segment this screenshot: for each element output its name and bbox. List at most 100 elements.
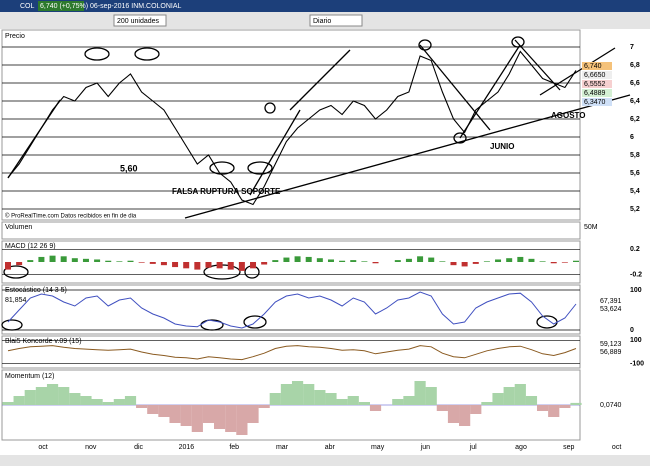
x-tick-label: may (371, 444, 385, 451)
macd-bar (60, 256, 67, 262)
price-label: 6,740 (584, 63, 602, 70)
momentum-bar (447, 405, 460, 423)
momentum-bar (336, 399, 348, 405)
macd-bar (417, 256, 424, 262)
units-select[interactable] (113, 14, 167, 27)
price-tag (582, 62, 612, 70)
momentum-bar (2, 402, 14, 405)
annotation: FALSA RUPTURA SOPORTE (172, 187, 281, 196)
macd-bar (495, 259, 502, 262)
x-tick-label: jun (420, 444, 430, 451)
y-tick-label: 6,6 (630, 80, 640, 87)
instrument: 06-sep-2016 INM.COLONIAL (90, 3, 182, 10)
momentum-bar (514, 384, 526, 405)
stochastic-panel (1, 284, 581, 335)
macd-bar (105, 260, 112, 262)
momentum-bar (559, 405, 571, 408)
momentum-bar (69, 393, 81, 405)
macd-bar (49, 255, 56, 262)
y-tick-label: 0.2 (630, 246, 640, 253)
macd-bar (372, 262, 379, 264)
y-tick-label: -0.2 (630, 272, 642, 279)
series-line (7, 291, 577, 329)
period-select[interactable] (309, 14, 363, 27)
period: Diario (313, 18, 331, 25)
momentum-bar (247, 405, 259, 423)
momentum-bar (24, 390, 36, 405)
panel-title: Momentum (12) (5, 373, 54, 380)
x-tick-label: 2016 (179, 444, 195, 451)
macd-bar (16, 262, 23, 266)
momentum-bar (536, 405, 549, 411)
y-tick-label: -100 (630, 361, 644, 368)
momentum-bar (180, 405, 192, 426)
momentum-bar (470, 405, 482, 414)
x-tick-label: feb (229, 444, 239, 451)
momentum-bar (58, 387, 70, 405)
macd-bar (450, 262, 457, 266)
macd-bar (327, 259, 334, 262)
y-tick-label: 100 (630, 287, 642, 294)
macd-bar (528, 258, 535, 262)
momentum-bar (414, 381, 426, 405)
y-tick-label: 5,2 (630, 206, 640, 213)
momentum-bar (225, 405, 237, 432)
momentum-bar (13, 396, 25, 405)
momentum-bar (102, 402, 114, 405)
y-tick-label: 100 (630, 337, 642, 344)
macd-bar (205, 262, 212, 268)
momentum-bar (258, 405, 270, 408)
macd-bar (250, 262, 257, 269)
macd-bar (261, 262, 268, 265)
koncorde-panel (1, 335, 581, 369)
macd-bar (227, 262, 234, 270)
price-label: 6,6650 (584, 72, 606, 79)
panel-title: Blai5 Koncorde v.09 (15) (5, 338, 82, 345)
macd-bar (149, 262, 156, 264)
momentum-bar (425, 387, 437, 405)
momentum-bar (191, 405, 203, 432)
x-tick-label: sep (563, 444, 574, 451)
stoch-left-label: 81,854 (5, 297, 27, 304)
price-tag (582, 71, 612, 79)
annotation: JUNIO (490, 142, 514, 151)
macd-bar (194, 262, 201, 270)
momentum-bar (202, 405, 215, 423)
x-tick-label: ago (515, 444, 527, 451)
annotation: AGOSTO (551, 111, 586, 120)
momentum-bar (436, 405, 448, 411)
y-tick-label: 0 (630, 327, 634, 334)
momentum-bar (403, 396, 415, 405)
momentum-bar (347, 396, 359, 405)
momentum-bar (503, 387, 515, 405)
volume-tick: 50M (584, 224, 598, 231)
momentum-bar (91, 399, 103, 405)
momentum-bar (269, 393, 281, 405)
panel-title: MACD (12 26 9) (5, 243, 56, 250)
macd-bar (71, 258, 78, 262)
momentum-bar (325, 393, 337, 405)
price-label: 6,3470 (584, 99, 606, 106)
koncorde-label: 56,889 (600, 349, 622, 356)
momentum-bar (358, 402, 370, 405)
title-bar (0, 0, 650, 12)
macd-bar (517, 256, 524, 262)
momentum-bar (113, 399, 125, 405)
x-tick-label: nov (85, 444, 97, 451)
stoch-label: 53,624 (600, 306, 622, 313)
quote-box (38, 1, 84, 11)
macd-bar (94, 259, 101, 262)
momentum-bar (124, 396, 137, 405)
symbol: COL (20, 3, 35, 10)
annotation: 5,60 (120, 163, 138, 173)
macd-bar (550, 262, 557, 264)
macd-bar (573, 260, 579, 262)
macd-bar (127, 260, 134, 262)
macd-bar (294, 256, 301, 262)
macd-bar (472, 262, 479, 264)
price-tag (582, 80, 612, 88)
x-tick-label: oct (612, 444, 621, 451)
macd-bar (172, 262, 179, 268)
momentum-bar (136, 405, 148, 408)
volume-panel (1, 221, 581, 240)
